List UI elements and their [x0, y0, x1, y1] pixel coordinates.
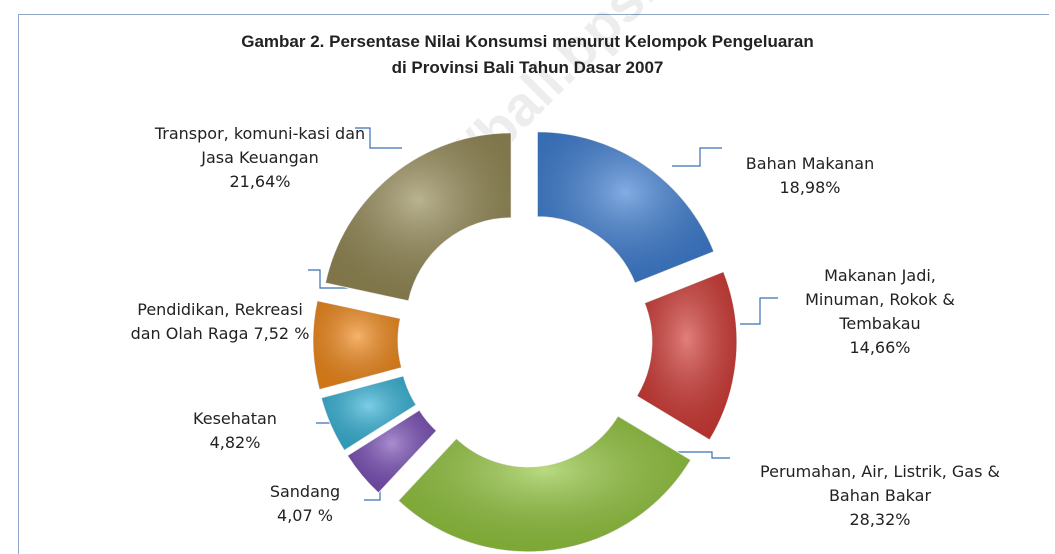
category-label: Pendidikan, Rekreasi dan Olah Raga: [130, 300, 303, 343]
category-label: Transpor, komuni-kasi dan Jasa Keuangan: [154, 124, 366, 167]
slice-group: [397, 415, 692, 553]
category-label: Makanan Jadi, Minuman, Rokok & Tembakau: [805, 266, 955, 333]
category-label: Bahan Makanan: [745, 154, 875, 173]
slice-group: [320, 375, 417, 452]
data-label: Perumahan, Air, Listrik, Gas & Bahan Bak…: [750, 460, 1010, 532]
leader-line: [672, 451, 730, 459]
slice-shade: [636, 271, 737, 440]
chart-frame: [18, 14, 1049, 554]
slice-shade: [313, 300, 402, 390]
value-label: 7,52 %: [253, 324, 310, 343]
data-label: Sandang 4,07 %: [240, 480, 370, 528]
leader-line: [672, 147, 722, 167]
data-label: Kesehatan 4,82%: [160, 407, 310, 455]
value-label: 4,82%: [209, 433, 261, 452]
slice-group: [324, 132, 512, 302]
leader-line: [308, 269, 348, 289]
leader-line: [740, 297, 778, 325]
data-label: Pendidikan, Rekreasi dan Olah Raga 7,52 …: [120, 298, 320, 346]
category-label: Perumahan, Air, Listrik, Gas & Bahan Bak…: [760, 462, 1000, 505]
value-label: 28,32%: [849, 510, 911, 529]
slice-group: [312, 300, 403, 391]
leader-line: [355, 127, 402, 149]
value-label: 21,64%: [229, 172, 291, 191]
category-label: Kesehatan: [193, 409, 277, 428]
value-label: 4,07 %: [277, 506, 333, 525]
slice-shade: [347, 410, 437, 493]
chart-title: Gambar 2. Persentase Nilai Konsumsi menu…: [241, 32, 814, 51]
data-label: Transpor, komuni-kasi dan Jasa Keuangan 2…: [140, 122, 380, 194]
value-label: 18,98%: [779, 178, 841, 197]
slice-group: [346, 409, 438, 494]
slice-shade: [325, 132, 512, 301]
data-label: Bahan Makanan 18,98%: [730, 152, 890, 200]
slice-group: [536, 131, 715, 284]
value-label: 14,66%: [849, 338, 911, 357]
data-label: Makanan Jadi, Minuman, Rokok & Tembakau 1…: [785, 264, 975, 360]
chart-title: di Provinsi Bali Tahun Dasar 2007: [391, 58, 664, 77]
slice-shade: [321, 375, 417, 451]
slice-group: [636, 270, 738, 441]
category-label: Sandang: [269, 482, 341, 501]
slice-shade: [537, 131, 714, 284]
slice-shade: [398, 416, 691, 552]
